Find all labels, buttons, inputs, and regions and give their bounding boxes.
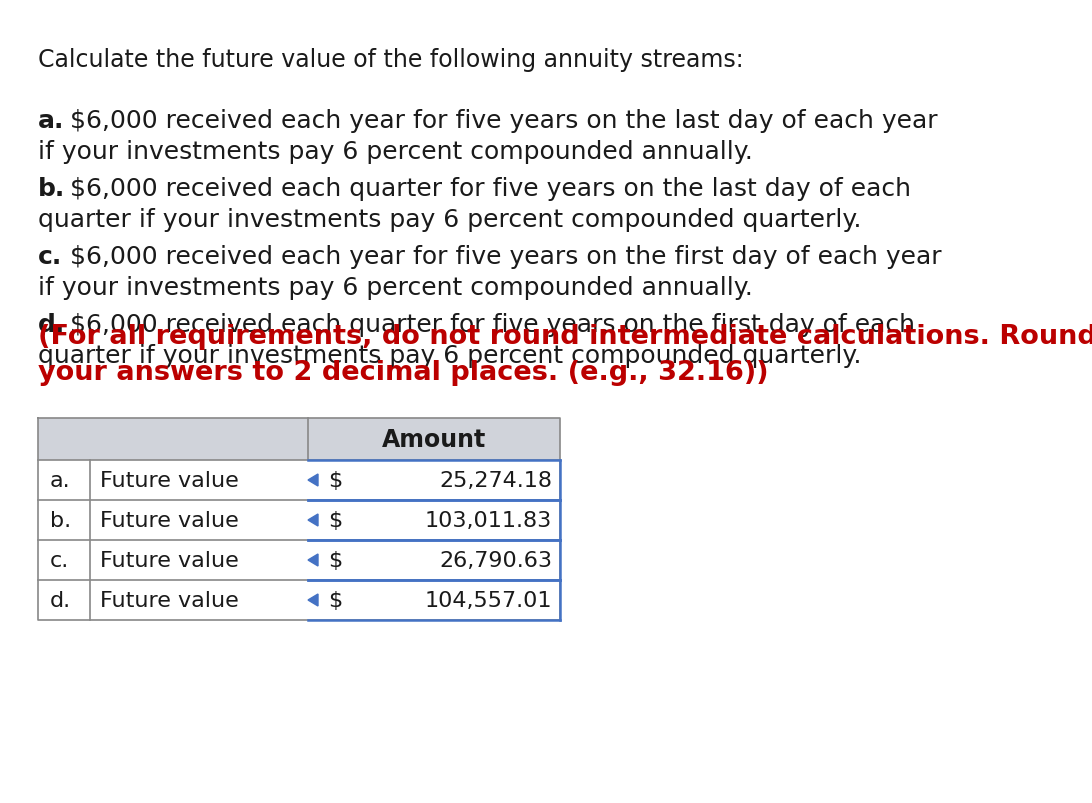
Bar bbox=[38, 540, 560, 581]
Text: Future value: Future value bbox=[100, 590, 239, 610]
Text: 25,274.18: 25,274.18 bbox=[439, 471, 551, 491]
Text: a.: a. bbox=[50, 471, 71, 491]
Text: 104,557.01: 104,557.01 bbox=[425, 590, 551, 610]
Text: quarter if your investments pay 6 percent compounded quarterly.: quarter if your investments pay 6 percen… bbox=[38, 344, 862, 368]
Bar bbox=[38, 418, 560, 460]
Text: $: $ bbox=[328, 511, 342, 530]
Polygon shape bbox=[308, 554, 318, 566]
Text: 26,790.63: 26,790.63 bbox=[439, 550, 551, 570]
Text: Future value: Future value bbox=[100, 511, 239, 530]
Text: your answers to 2 decimal places. (e.g., 32.16)): your answers to 2 decimal places. (e.g.,… bbox=[38, 360, 769, 385]
Polygon shape bbox=[308, 515, 318, 526]
Text: $: $ bbox=[328, 471, 342, 491]
Text: c.: c. bbox=[50, 550, 69, 570]
Text: (For all requirements, do not round intermediate calculations. Round: (For all requirements, do not round inte… bbox=[38, 324, 1092, 349]
Text: if your investments pay 6 percent compounded annually.: if your investments pay 6 percent compou… bbox=[38, 275, 752, 300]
Bar bbox=[38, 460, 560, 500]
Bar bbox=[38, 581, 560, 620]
Polygon shape bbox=[308, 594, 318, 606]
Text: b.: b. bbox=[38, 177, 66, 201]
Text: d.: d. bbox=[50, 590, 71, 610]
Polygon shape bbox=[308, 475, 318, 487]
Text: $6,000 received each quarter for five years on the last day of each: $6,000 received each quarter for five ye… bbox=[62, 177, 911, 201]
Text: a.: a. bbox=[38, 109, 64, 132]
Text: Amount: Amount bbox=[382, 427, 486, 451]
Text: Future value: Future value bbox=[100, 471, 239, 491]
Text: quarter if your investments pay 6 percent compounded quarterly.: quarter if your investments pay 6 percen… bbox=[38, 208, 862, 232]
Text: Calculate the future value of the following annuity streams:: Calculate the future value of the follow… bbox=[38, 48, 744, 72]
Text: d.: d. bbox=[38, 312, 66, 336]
Text: $6,000 received each quarter for five years on the first day of each: $6,000 received each quarter for five ye… bbox=[62, 312, 915, 336]
Text: b.: b. bbox=[50, 511, 71, 530]
Text: $6,000 received each year for five years on the first day of each year: $6,000 received each year for five years… bbox=[62, 245, 941, 269]
Text: 103,011.83: 103,011.83 bbox=[425, 511, 551, 530]
Text: $6,000 received each year for five years on the last day of each year: $6,000 received each year for five years… bbox=[62, 109, 938, 132]
Text: $: $ bbox=[328, 590, 342, 610]
Text: if your investments pay 6 percent compounded annually.: if your investments pay 6 percent compou… bbox=[38, 140, 752, 164]
Text: Future value: Future value bbox=[100, 550, 239, 570]
Text: c.: c. bbox=[38, 245, 62, 269]
Text: $: $ bbox=[328, 550, 342, 570]
Bar bbox=[38, 500, 560, 540]
